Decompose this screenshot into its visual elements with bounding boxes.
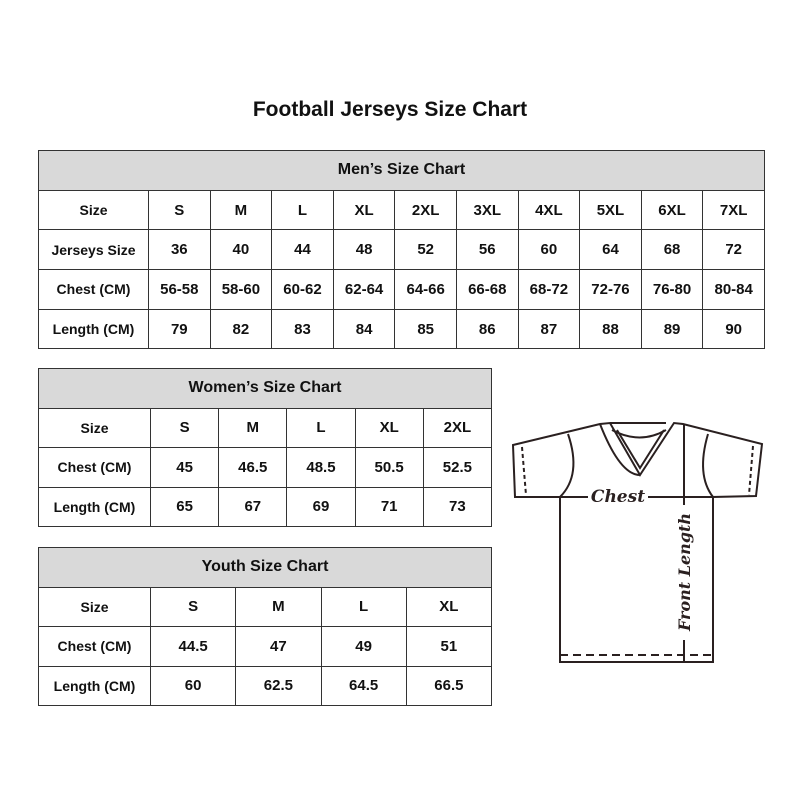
table-row: Size S M L XL 2XL 3XL 4XL 5XL 6XL 7XL	[38, 189, 765, 231]
table-cell: 65	[149, 486, 220, 527]
table-cell: 52	[394, 229, 457, 271]
table-cell: 71	[354, 486, 424, 527]
table-cell: 64-66	[394, 269, 457, 310]
row-label: Chest (CM)	[38, 626, 151, 667]
table-row: Length (CM) 79 82 83 84 85 86 87 88 89 90	[38, 308, 765, 350]
mens-size-table: Men’s Size Chart Size S M L XL 2XL 3XL 4XL 5XL 6XL…	[38, 150, 765, 350]
table-cell: S	[149, 586, 237, 627]
table-cell: 82	[209, 308, 273, 350]
table-cell: 66.5	[405, 665, 493, 706]
table-cell: 46.5	[218, 447, 288, 488]
table-cell: 66-68	[455, 269, 519, 310]
table-cell: 45	[149, 447, 220, 488]
youth-table-caption: Youth Size Chart	[38, 547, 492, 588]
women-table-caption: Women’s Size Chart	[38, 368, 492, 409]
table-cell: 36	[148, 229, 211, 271]
table-cell: 62-64	[332, 269, 396, 310]
table-cell: 67	[218, 486, 288, 527]
table-row: Length (CM) 65 67 69 71 73	[38, 486, 493, 527]
table-cell: L	[286, 407, 356, 448]
row-label: Chest (CM)	[38, 447, 151, 488]
table-cell: 2XL	[394, 189, 457, 231]
table-cell: S	[148, 189, 211, 231]
table-cell: 62.5	[235, 665, 322, 706]
table-cell: 89	[640, 308, 704, 350]
jersey-diagram: Chest Front Length	[511, 421, 764, 663]
chest-label: Chest	[591, 487, 645, 507]
table-cell: 72-76	[579, 269, 642, 310]
table-cell: 64	[579, 229, 642, 271]
table-cell: 68	[640, 229, 704, 271]
table-cell: 7XL	[702, 189, 765, 231]
table-cell: L	[271, 189, 334, 231]
table-row: Chest (CM) 45 46.5 48.5 50.5 52.5	[38, 447, 493, 488]
table-cell: 3XL	[455, 189, 519, 231]
table-cell: 69	[286, 486, 356, 527]
table-cell: M	[218, 407, 288, 448]
table-cell: 44.5	[149, 626, 237, 667]
row-label: Size	[38, 189, 149, 231]
table-cell: 49	[320, 626, 407, 667]
row-label: Length (CM)	[38, 308, 149, 350]
table-cell: 85	[394, 308, 457, 350]
table-cell: 80-84	[702, 269, 765, 310]
table-cell: 6XL	[640, 189, 704, 231]
table-row: Jerseys Size 36 40 44 48 52 56 60 64 68 72	[38, 229, 765, 271]
table-cell: 88	[579, 308, 642, 350]
row-label: Size	[38, 407, 151, 448]
table-cell: 48.5	[286, 447, 356, 488]
table-cell: 90	[702, 308, 765, 350]
table-cell: 47	[235, 626, 322, 667]
table-cell: 79	[148, 308, 211, 350]
table-cell: L	[320, 586, 407, 627]
row-label: Jerseys Size	[38, 229, 149, 271]
table-cell: 76-80	[640, 269, 704, 310]
youth-size-table: Youth Size Chart Size S M L XL Chest (CM) 44.5 4…	[38, 547, 493, 706]
table-cell: 64.5	[320, 665, 407, 706]
table-cell: 84	[332, 308, 396, 350]
table-cell: 51	[405, 626, 493, 667]
table-cell: 44	[271, 229, 334, 271]
table-cell: 60	[517, 229, 581, 271]
table-cell: 40	[209, 229, 273, 271]
table-row: Size S M L XL 2XL	[38, 407, 493, 448]
table-cell: 58-60	[209, 269, 273, 310]
row-label: Chest (CM)	[38, 269, 149, 310]
table-cell: XL	[405, 586, 493, 627]
row-label: Length (CM)	[38, 665, 151, 706]
table-cell: 83	[271, 308, 334, 350]
table-cell: 52.5	[422, 447, 493, 488]
table-cell: XL	[332, 189, 396, 231]
table-cell: 68-72	[517, 269, 581, 310]
table-cell: XL	[354, 407, 424, 448]
row-label: Length (CM)	[38, 486, 151, 527]
table-cell: 56-58	[148, 269, 211, 310]
table-cell: 5XL	[579, 189, 642, 231]
table-cell: 87	[517, 308, 581, 350]
table-cell: 56	[455, 229, 519, 271]
table-row: Chest (CM) 56-58 58-60 60-62 62-64 64-66 66-68…	[38, 269, 765, 310]
table-cell: 86	[455, 308, 519, 350]
front-length-label: Front Length	[675, 513, 694, 632]
table-cell: 72	[702, 229, 765, 271]
table-cell: 73	[422, 486, 493, 527]
men-table-caption: Men’s Size Chart	[38, 150, 765, 191]
table-cell: M	[209, 189, 273, 231]
table-row: Chest (CM) 44.5 47 49 51	[38, 626, 493, 667]
page-title: Football Jerseys Size Chart	[252, 98, 528, 121]
womens-size-table: Women’s Size Chart Size S M L XL 2XL Chest (CM)…	[38, 368, 493, 527]
table-row: Size S M L XL	[38, 586, 493, 627]
table-cell: 60	[149, 665, 237, 706]
table-cell: S	[149, 407, 220, 448]
table-cell: 50.5	[354, 447, 424, 488]
table-cell: 4XL	[517, 189, 581, 231]
table-cell: 48	[332, 229, 396, 271]
table-row: Length (CM) 60 62.5 64.5 66.5	[38, 665, 493, 706]
table-cell: 60-62	[271, 269, 334, 310]
row-label: Size	[38, 586, 151, 627]
table-cell: M	[235, 586, 322, 627]
table-cell: 2XL	[422, 407, 493, 448]
